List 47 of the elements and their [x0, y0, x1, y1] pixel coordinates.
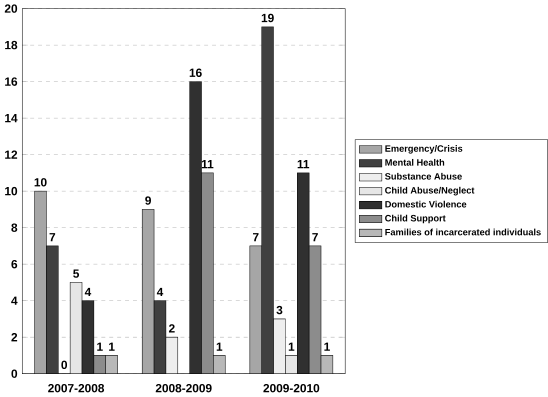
legend-label: Mental Health	[385, 159, 444, 166]
data-label: 7	[252, 233, 259, 242]
data-label: 5	[73, 270, 80, 278]
data-label: 16	[190, 68, 202, 78]
x-tick-label: 2008-2009	[156, 384, 212, 392]
data-label: 4	[156, 288, 164, 296]
data-label: 2	[168, 324, 175, 333]
data-label: 11	[202, 160, 214, 168]
data-label: 10	[34, 178, 47, 187]
data-label: 1	[288, 342, 294, 351]
data-label: 1	[109, 342, 115, 351]
data-label: 3	[276, 306, 282, 314]
data-label: 0	[61, 360, 68, 370]
x-tick-label: 2007-2008	[48, 384, 104, 392]
bar	[70, 282, 82, 374]
legend-label: Child Support	[385, 214, 446, 224]
y-tick-label: 0	[11, 370, 18, 378]
y-tick-label: 12	[5, 150, 18, 159]
y-tick-label: 6	[11, 260, 18, 268]
bar	[166, 337, 178, 374]
legend-label: Substance Abuse	[385, 172, 462, 180]
data-label: 4	[84, 288, 92, 296]
legend-label: Families of incarcerated individuals	[385, 228, 541, 236]
data-label: 1	[324, 342, 330, 351]
data-label: 7	[50, 233, 56, 242]
legend-label: Emergency/Crisis	[385, 145, 462, 154]
y-tick-label: 14	[5, 114, 18, 122]
data-label: 9	[145, 196, 151, 205]
bar	[261, 26, 274, 374]
data-label: 7	[312, 233, 318, 242]
bar	[154, 300, 166, 374]
legend-label: Child Abuse/Neglect	[385, 186, 474, 196]
bar	[46, 246, 59, 374]
y-tick-label: 18	[5, 41, 18, 50]
bar	[250, 246, 262, 374]
y-tick-label: 20	[4, 4, 18, 13]
data-label: 1	[216, 342, 222, 351]
data-label: 11	[298, 160, 310, 168]
y-tick-label: 4	[11, 296, 18, 305]
x-tick-label: 2009-2010	[263, 384, 320, 392]
y-tick-label: 2	[11, 333, 18, 342]
legend-label: Domestic Violence	[385, 200, 466, 208]
y-tick-label: 16	[5, 78, 18, 86]
y-tick-label: 8	[11, 224, 18, 232]
y-tick-label: 10	[5, 187, 18, 196]
data-label: 1	[97, 342, 103, 351]
data-label: 19	[262, 14, 274, 22]
